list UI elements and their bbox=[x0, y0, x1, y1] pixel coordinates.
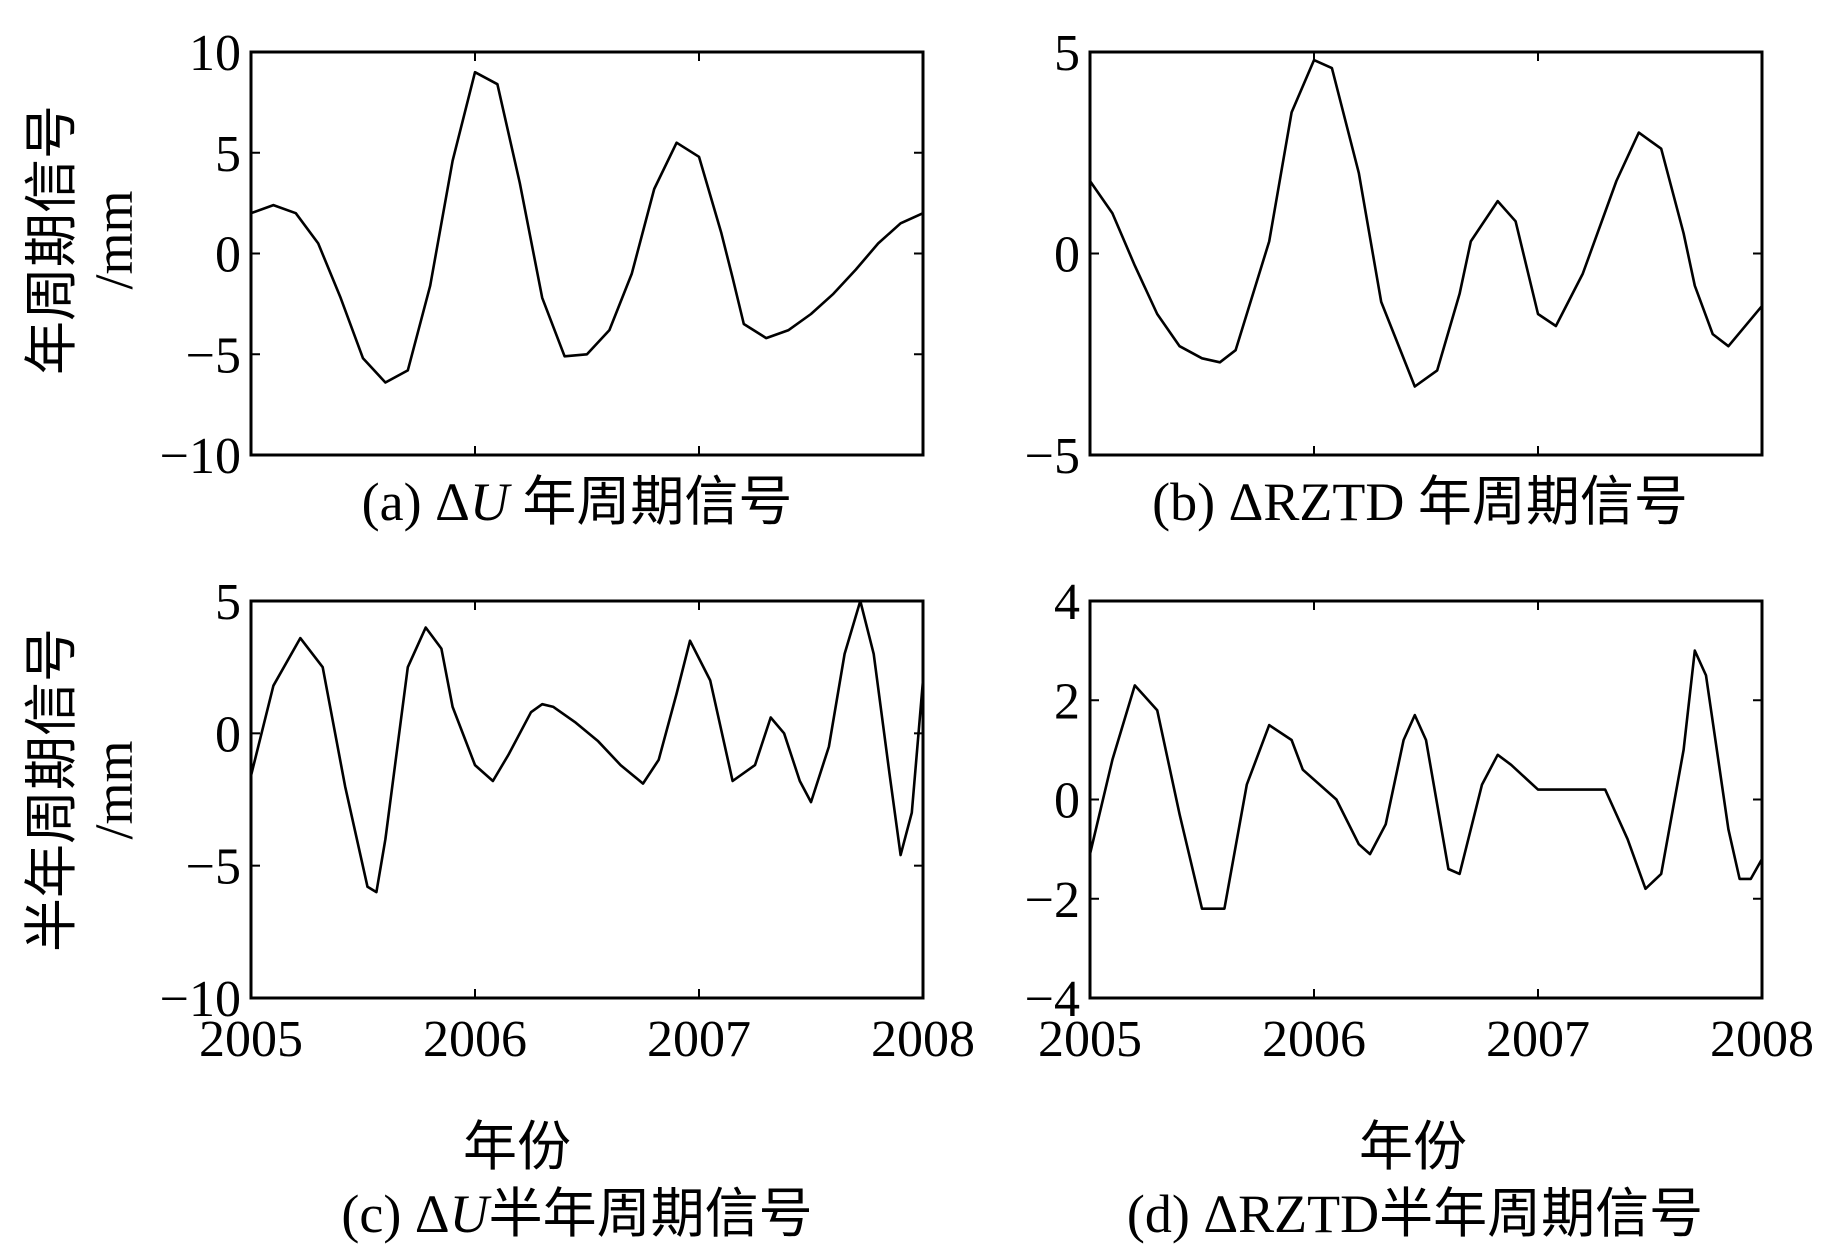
y-axis-label-annual-line1: 年周期信号 bbox=[22, 105, 82, 375]
caption-b-prefix: (b) ΔRZTD 年周期信号 bbox=[1152, 472, 1688, 532]
caption-d: (d) ΔRZTD半年周期信号 bbox=[1127, 1184, 1703, 1244]
y-tick-label-a: −5 bbox=[186, 327, 241, 384]
x-axis-label-c: 年份 bbox=[463, 1117, 571, 1177]
y-axis-label-semiannual-line1: 半年周期信号 bbox=[22, 628, 82, 952]
series-line-a bbox=[250, 70, 924, 384]
y-tick-label-d: −4 bbox=[1025, 971, 1080, 1028]
caption-a-prefix: (a) Δ bbox=[362, 472, 470, 532]
chart-panel-b: 5 0 −5 bbox=[1025, 25, 1764, 485]
caption-b: (b) ΔRZTD 年周期信号 bbox=[1152, 472, 1688, 532]
y-tick-label-b: 0 bbox=[1054, 227, 1080, 284]
caption-c-suffix: 半年周期信号 bbox=[489, 1184, 813, 1244]
plot-frame-c bbox=[249, 599, 925, 1000]
y-axis-label-semiannual-line2: /mm bbox=[84, 740, 144, 839]
y-tick-label-d: 4 bbox=[1054, 574, 1080, 631]
y-tick-label-b: 5 bbox=[1054, 25, 1080, 82]
x-tick-label-d: 2008 bbox=[1710, 1011, 1814, 1068]
y-tick-label-b: −5 bbox=[1025, 428, 1080, 485]
x-tick-label-d: 2006 bbox=[1262, 1011, 1366, 1068]
caption-d-prefix: (d) ΔRZTD半年周期信号 bbox=[1127, 1184, 1703, 1244]
y-tick-label-a: −10 bbox=[160, 428, 241, 485]
plot-frame-d bbox=[1088, 599, 1764, 1000]
caption-c-prefix: (c) Δ bbox=[341, 1184, 449, 1244]
series-line-d bbox=[1088, 649, 1764, 911]
x-tick-label-c: 2006 bbox=[423, 1011, 527, 1068]
chart-panel-a: 10 5 0 −5 −10 bbox=[160, 25, 925, 485]
series-line-b bbox=[1088, 58, 1763, 388]
caption-c: (c) ΔU半年周期信号 bbox=[341, 1184, 812, 1244]
caption-a-var: U bbox=[470, 472, 512, 532]
y-tick-label-c: −10 bbox=[160, 971, 241, 1028]
y-tick-label-d: 2 bbox=[1054, 673, 1080, 730]
y-tick-label-a: 5 bbox=[215, 126, 241, 183]
x-axis-label-d: 年份 bbox=[1359, 1117, 1467, 1177]
y-tick-label-a: 10 bbox=[189, 25, 241, 82]
y-tick-label-a: 0 bbox=[215, 227, 241, 284]
plot-frame-a bbox=[249, 50, 925, 457]
y-tick-label-d: 0 bbox=[1054, 773, 1080, 830]
y-axis-label-annual-line2: /mm bbox=[84, 190, 144, 289]
caption-a: (a) ΔU 年周期信号 bbox=[362, 472, 793, 532]
y-tick-label-c: −5 bbox=[186, 839, 241, 896]
x-tick-label-d: 2005 bbox=[1038, 1011, 1142, 1068]
y-tick-label-c: 0 bbox=[215, 706, 241, 763]
x-tick-label-d: 2007 bbox=[1486, 1011, 1590, 1068]
x-tick-label-c: 2008 bbox=[871, 1011, 975, 1068]
x-tick-label-c: 2007 bbox=[647, 1011, 751, 1068]
plot-frame-b bbox=[1088, 50, 1764, 457]
caption-a-suffix: 年周期信号 bbox=[509, 472, 793, 532]
y-axis-label-semiannual: 半年周期信号 /mm bbox=[22, 628, 144, 952]
series-line-c bbox=[249, 599, 925, 894]
y-axis-label-annual: 年周期信号 /mm bbox=[22, 105, 144, 375]
x-tick-label-c: 2005 bbox=[199, 1011, 303, 1068]
caption-c-var: U bbox=[450, 1184, 492, 1244]
y-tick-label-d: −2 bbox=[1025, 872, 1080, 929]
y-tick-label-c: 5 bbox=[215, 574, 241, 631]
